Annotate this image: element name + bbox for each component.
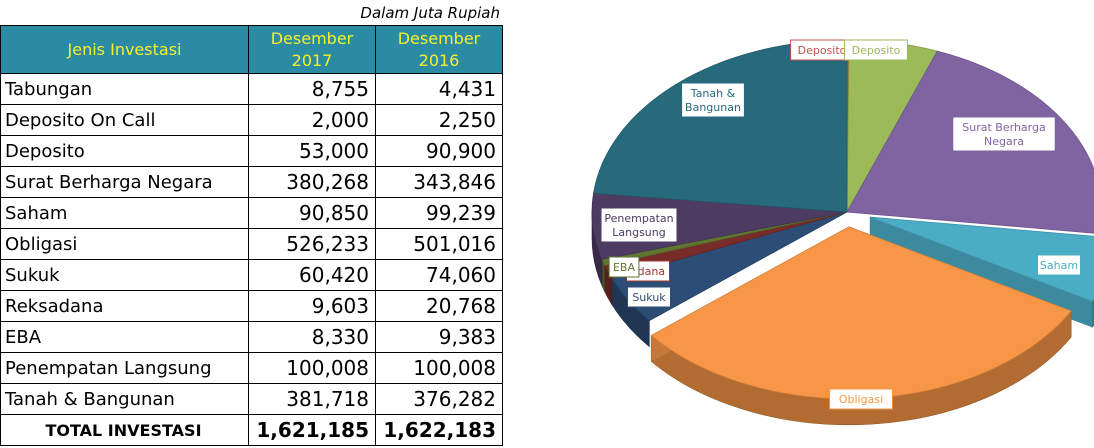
row-value-2017: 8,755 (248, 73, 376, 105)
pie-data-label-box (600, 207, 678, 243)
row-value-2017: 2,000 (248, 104, 376, 136)
row-value-2016: 2,250 (375, 104, 503, 136)
pie-data-label-box (681, 82, 745, 118)
row-label: EBA (0, 321, 249, 353)
table-row: Tabungan 8,755 4,431 (0, 73, 503, 105)
table-header-row: Jenis Investasi Desember 2017 Desember 2… (0, 25, 503, 74)
pie-data-label-text: Langsung (612, 226, 665, 239)
pie-slice (593, 39, 848, 213)
pie-data-label-text: Surat Berharga (962, 121, 1045, 134)
unit-note: Dalam Juta Rupiah (360, 4, 500, 22)
row-value-2016: 4,431 (375, 73, 503, 105)
row-label: Saham (0, 197, 249, 229)
pie-data-label-text: EBA (613, 261, 635, 274)
row-value-2016: 9,383 (375, 321, 503, 353)
row-value-2016: 376,282 (375, 383, 503, 415)
pie-slice (869, 216, 1094, 302)
row-label: Penempatan Langsung (0, 352, 249, 384)
header-2017-line2: 2017 (291, 50, 333, 70)
row-value-2017: 9,603 (248, 290, 376, 322)
row-label: Tabungan (0, 73, 249, 105)
table-row: Deposito 53,000 90,900 (0, 135, 503, 167)
table-row: Obligasi 526,233 501,016 (0, 228, 503, 260)
row-value-2017: 380,268 (248, 166, 376, 198)
pie-data-label-box (829, 388, 893, 410)
total-value-2017: 1,621,185 (248, 414, 376, 446)
header-desember-2016: Desember 2016 (375, 25, 503, 74)
pie-data-label-box (1037, 254, 1081, 276)
row-value-2017: 60,420 (248, 259, 376, 291)
table-row: Saham 90,850 99,239 (0, 197, 503, 229)
row-label: Deposito On Call (0, 104, 249, 136)
pie-data-label-text: Sukuk (632, 291, 666, 304)
pie-data-label-text: Deposito (852, 44, 901, 57)
pie-top-layer (591, 39, 1094, 400)
pie-data-label: Tanah &Bangunan (681, 82, 745, 118)
pie-data-label: EBA (608, 256, 640, 278)
pie-data-label: Saham (1037, 254, 1081, 276)
table-row: EBA 8,330 9,383 (0, 321, 503, 353)
row-label: Deposito (0, 135, 249, 167)
row-value-2016: 20,768 (375, 290, 503, 322)
row-value-2017: 381,718 (248, 383, 376, 415)
pie-data-label-text: Deposito (798, 44, 847, 57)
row-value-2017: 526,233 (248, 228, 376, 260)
pie-data-label: Deposito (790, 39, 854, 61)
pie-data-label-text: adana (631, 265, 665, 278)
row-value-2017: 53,000 (248, 135, 376, 167)
pie-data-label-text: Obligasi (839, 393, 883, 406)
row-value-2017: 8,330 (248, 321, 376, 353)
row-value-2016: 74,060 (375, 259, 503, 291)
table-row: Penempatan Langsung 100,008 100,008 (0, 352, 503, 384)
pie-data-label-text: Bangunan (685, 101, 741, 114)
pie-data-label: Sukuk (627, 286, 671, 308)
pie-data-label-text: Saham (1040, 259, 1078, 272)
row-value-2016: 90,900 (375, 135, 503, 167)
pie-data-label: Deposito (844, 39, 908, 61)
pie-data-label-text: Tanah & (690, 87, 736, 100)
row-label: Tanah & Bangunan (0, 383, 249, 415)
table-row: Sukuk 60,420 74,060 (0, 259, 503, 291)
header-jenis-investasi: Jenis Investasi (0, 25, 249, 74)
pie-data-label-text: Penempatan (604, 212, 673, 225)
row-label: Reksadana (0, 290, 249, 322)
pie-data-label-box (608, 256, 640, 278)
investment-table: Jenis Investasi Desember 2017 Desember 2… (0, 25, 503, 446)
row-label: Surat Berharga Negara (0, 166, 249, 198)
row-value-2017: 100,008 (248, 352, 376, 384)
table-row: Reksadana 9,603 20,768 (0, 290, 503, 322)
header-2016-line1: Desember (397, 28, 481, 48)
total-value-2016: 1,622,183 (375, 414, 503, 446)
total-label: TOTAL INVESTASI (0, 414, 249, 446)
header-desember-2017: Desember 2017 (248, 25, 376, 74)
header-2017-line1: Desember (270, 28, 354, 48)
table-row: Deposito On Call 2,000 2,250 (0, 104, 503, 136)
total-row: TOTAL INVESTASI 1,621,185 1,622,183 (0, 414, 503, 446)
row-value-2016: 99,239 (375, 197, 503, 229)
pie-data-label-box (627, 286, 671, 308)
table-row: Tanah & Bangunan 381,718 376,282 (0, 383, 503, 415)
row-value-2016: 501,016 (375, 228, 503, 260)
row-value-2016: 100,008 (375, 352, 503, 384)
header-2016-line2: 2016 (418, 50, 460, 70)
row-label: Obligasi (0, 228, 249, 260)
pie-data-label-box (844, 39, 908, 61)
table-row: Surat Berharga Negara 380,268 343,846 (0, 166, 503, 198)
pie-data-label: Obligasi (829, 388, 893, 410)
row-label: Sukuk (0, 259, 249, 291)
pie-data-label-box (952, 116, 1056, 152)
pie-data-label-text: Negara (984, 135, 1024, 148)
row-value-2016: 343,846 (375, 166, 503, 198)
row-value-2017: 90,850 (248, 197, 376, 229)
